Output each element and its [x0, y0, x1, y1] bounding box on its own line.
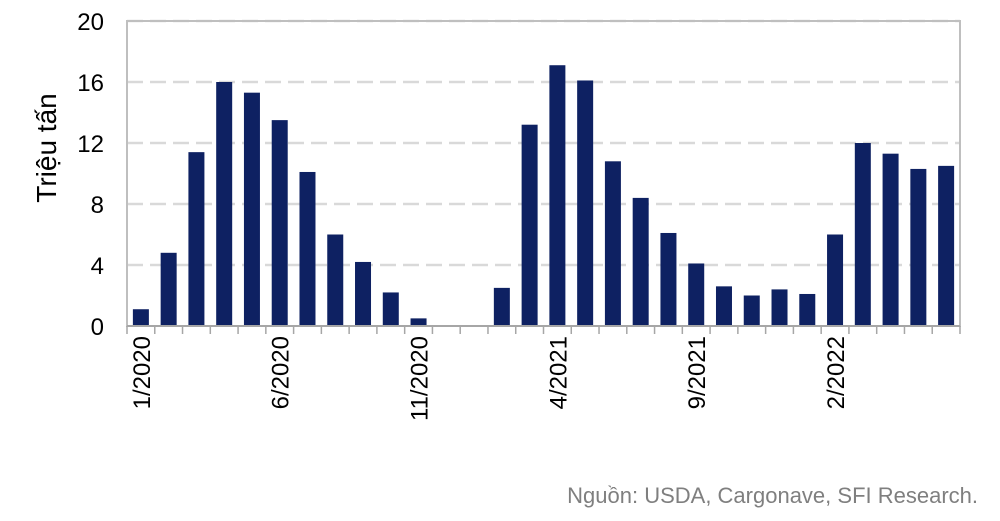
x-tick-label: 11/2020: [407, 336, 434, 421]
x-tick-label: 2/2022: [823, 336, 850, 409]
bars: [132, 65, 955, 326]
y-tick-labels: 0 4 8 12 16 20: [77, 9, 104, 341]
bar-3/2021: [521, 124, 538, 326]
y-tick-label: 4: [91, 253, 104, 280]
x-tick-label: 9/2021: [684, 336, 711, 409]
bar-2/2020: [160, 252, 177, 326]
y-tick-label: 20: [77, 9, 104, 36]
axes: [126, 20, 961, 334]
bar-2/2022: [827, 234, 844, 326]
bar-11/2020: [410, 318, 427, 326]
bar-1/2022: [799, 293, 816, 326]
bar-2/2021: [493, 287, 510, 326]
y-tick-label: 8: [91, 192, 104, 219]
bar-9/2020: [355, 261, 372, 326]
bar-5/2022: [910, 168, 927, 326]
bar-1/2020: [132, 309, 149, 326]
bar-3/2022: [854, 143, 871, 326]
y-tick-label: 0: [91, 314, 104, 341]
bar-5/2020: [243, 92, 260, 326]
y-axis-label: Triệu tấn: [31, 93, 62, 202]
bar-4/2021: [549, 65, 566, 326]
bar-4/2020: [216, 82, 233, 326]
bar-7/2021: [632, 197, 649, 326]
source-note: Nguồn: USDA, Cargonave, SFI Research.: [567, 483, 978, 508]
x-tick-label: 4/2021: [545, 336, 572, 409]
bar-8/2020: [327, 234, 344, 326]
bar-3/2020: [188, 152, 205, 326]
bar-9/2021: [688, 263, 705, 326]
bar-6/2021: [604, 161, 621, 326]
x-tick-labels: 1/2020 6/2020 11/2020 4/2021 9/2021 2/2022: [129, 336, 850, 421]
bar-11/2021: [743, 295, 760, 326]
y-tick-label: 12: [77, 131, 104, 158]
x-tick-label: 6/2020: [268, 336, 295, 409]
bar-6/2020: [271, 120, 288, 326]
bar-7/2020: [299, 171, 316, 326]
bar-4/2022: [882, 153, 899, 326]
y-tick-label: 16: [77, 70, 104, 97]
bar-6/2022: [938, 165, 955, 326]
bar-10/2020: [382, 292, 399, 326]
bar-12/2021: [771, 289, 788, 326]
x-tick-label: 1/2020: [129, 336, 156, 409]
bar-8/2021: [660, 232, 677, 326]
bar-10/2021: [715, 286, 732, 326]
bar-5/2021: [577, 80, 594, 326]
